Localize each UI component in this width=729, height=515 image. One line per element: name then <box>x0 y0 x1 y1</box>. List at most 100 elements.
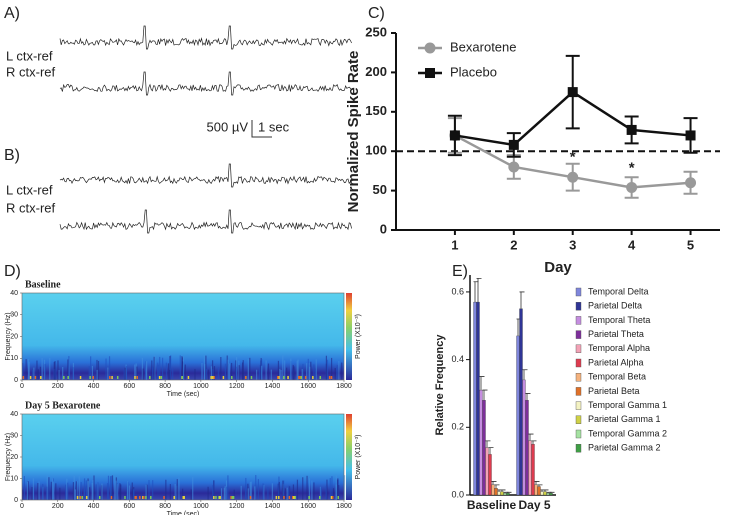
y-tick-label: 0.0 <box>451 489 464 499</box>
error-bar <box>488 447 494 455</box>
spectrogram-streak <box>106 483 109 500</box>
spectrogram-streak <box>326 359 329 380</box>
spectrogram-hot <box>134 376 136 379</box>
eeg-traces <box>59 25 352 234</box>
spectrogram-streak <box>331 357 333 380</box>
x-tick-label: 1800 <box>336 383 352 390</box>
spectrogram-streak <box>210 366 213 380</box>
spectrogram-streak <box>233 489 235 500</box>
legend-swatch <box>575 302 582 311</box>
legend-label: Temporal Delta <box>588 286 649 296</box>
spectrogram-streak <box>110 475 112 500</box>
spectrogram-streak <box>220 488 223 500</box>
y-tick-label: 30 <box>10 312 18 319</box>
spectrogram-streak <box>217 367 220 380</box>
spectrogram-streak <box>51 478 54 500</box>
legend-swatch <box>575 415 582 424</box>
legend-swatch <box>575 401 582 410</box>
spectrogram-streak <box>108 356 111 380</box>
legend-label: Parietal Gamma 1 <box>588 414 661 424</box>
legend-swatch <box>575 316 582 325</box>
y-tick-label: 40 <box>10 290 18 297</box>
spectrogram-streak <box>290 358 292 380</box>
bar <box>488 454 492 496</box>
spectrogram-streak <box>67 359 69 380</box>
bar <box>516 335 520 496</box>
spectrogram-streak <box>332 488 335 500</box>
spectrogram-hot <box>231 496 234 499</box>
spectrogram-streak <box>83 478 86 500</box>
spectrogram-streak <box>32 478 34 500</box>
spectrogram-streak <box>43 359 46 380</box>
legend-label: Parietal Beta <box>588 386 640 396</box>
bar <box>482 400 486 496</box>
spectrogram-streak <box>59 487 61 500</box>
x-tick-label: Baseline <box>467 498 517 512</box>
spectrogram-streak <box>48 479 50 500</box>
spectrogram-hot <box>231 376 233 379</box>
spectrogram-streak <box>302 477 304 500</box>
spectrogram-streak <box>242 362 244 380</box>
x-tick-label: 1 <box>451 237 458 252</box>
colorbar <box>346 414 352 500</box>
spectrogram-streak <box>176 479 178 500</box>
spectrogram-streak <box>282 355 284 380</box>
spectrogram-hot <box>304 376 307 379</box>
spectrogram-hot <box>139 496 141 499</box>
spectrogram-hot <box>283 496 285 499</box>
spectrogram-streak <box>263 485 265 500</box>
spectrogram-streak <box>88 487 91 500</box>
spectrogram-streak <box>335 484 337 500</box>
spectrogram-streak <box>22 489 24 500</box>
y-tick-label: 10 <box>10 355 18 362</box>
spectrogram-streak <box>107 475 110 500</box>
spectrogram-streak <box>250 481 252 500</box>
error-bar <box>531 440 537 445</box>
bar <box>473 301 477 496</box>
spectrogram-streak <box>313 364 315 380</box>
spectrogram-hot <box>331 496 334 499</box>
spectrogram-hot <box>173 496 175 499</box>
spectrogram-streak <box>205 355 207 380</box>
bar <box>485 447 489 496</box>
error-bar <box>485 440 491 448</box>
spectrogram-streak <box>125 366 128 380</box>
x-tick-label: 600 <box>123 503 135 510</box>
spectrogram-streak <box>105 358 107 380</box>
spectrogram-hot <box>299 376 301 379</box>
point <box>567 87 578 98</box>
trace-label: L ctx-ref <box>6 182 53 197</box>
legend-label: Parietal Gamma 2 <box>588 443 661 453</box>
spectrogram-hot <box>63 376 65 379</box>
legend-swatch <box>575 444 582 453</box>
spectrogram-streak <box>296 360 298 380</box>
x-axis-label: Time (sec) <box>167 391 200 398</box>
spectrogram-streak <box>65 484 67 500</box>
y-tick-label: 40 <box>10 411 18 418</box>
spectrogram-streak <box>95 484 97 500</box>
annotation: * <box>570 148 576 165</box>
y-tick-label: 0 <box>380 221 387 236</box>
spectrogram-streak <box>141 357 143 380</box>
y-tick-label: 0 <box>14 377 18 384</box>
spectrogram-streak <box>148 480 150 500</box>
panel-label: A) <box>4 5 20 22</box>
bar <box>497 491 501 496</box>
spectrogram-streak <box>135 363 137 380</box>
spectrogram-streak <box>240 485 242 500</box>
spectrogram-streak <box>207 369 210 380</box>
legend-marker <box>425 68 435 78</box>
spectrogram-streak <box>146 361 148 380</box>
spectrogram-streak <box>270 369 272 380</box>
spectrogram-streak <box>72 482 75 500</box>
spectrogram-hot <box>81 496 84 499</box>
spectrogram-hot <box>181 376 184 379</box>
spectrogram-streak <box>37 482 39 500</box>
error-bar <box>506 491 512 494</box>
spectrogram-streak <box>33 367 35 380</box>
spectrogram-streak <box>39 366 42 380</box>
error-bar <box>519 291 525 309</box>
spectrogram-hot <box>330 376 333 379</box>
spectrogram-streak <box>31 487 33 500</box>
spectrogram-streak <box>179 355 181 380</box>
